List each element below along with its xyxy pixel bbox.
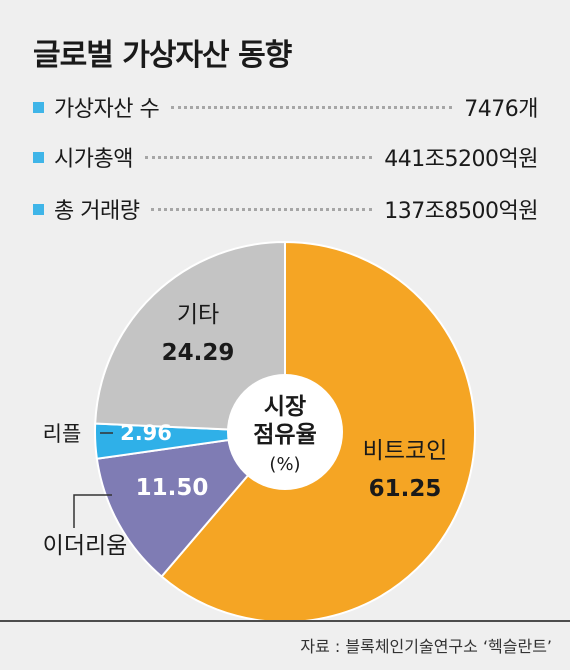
stat-value: 7476개 [464,97,538,122]
slice-label-bitcoin: 비트코인 [363,438,448,464]
square-bullet-icon [33,151,44,163]
square-bullet-icon [33,101,44,113]
donut-hole [227,374,343,490]
slice-label-other: 기타 [177,302,219,328]
source-note: 자료 : 블록체인기술연구소 ‘헥슬란트’ [300,637,552,656]
dotted-leader [171,105,453,109]
slice-4 [94,240,286,434]
dotted-leader [151,207,373,211]
stat-value: 441조5200억원 [384,147,538,172]
page-title: 글로벌 가상자산 동향 [33,38,292,73]
stat-label: 시가총액 [54,147,133,172]
stat-label: 총 거래량 [54,199,140,224]
footer-divider [0,620,570,622]
square-bullet-icon [33,203,44,215]
center-label-unit: (%) [269,454,300,475]
stat-value: 137조8500억원 [384,199,538,224]
stat-row-asset-count: 가상자산 수 7476개 [33,92,538,122]
center-label-line2: 점유율 [253,422,316,448]
dotted-leader [144,155,373,159]
slice-label-ripple: 리플 [43,422,82,446]
stat-row-trade-volume: 총 거래량 137조8500억원 [33,194,538,224]
stat-row-market-cap: 시가총액 441조5200억원 [33,142,538,172]
stat-label: 가상자산 수 [54,97,160,122]
slice-value-ripple: 2.96 [120,421,172,445]
slice-value-bitcoin: 61.25 [369,476,442,502]
slice-2 [95,430,288,578]
slice-value-other: 24.29 [162,340,235,366]
leader-line-ethereum [73,494,112,528]
center-label-line1: 시장 [264,394,306,420]
slice-value-ethereum: 11.50 [136,475,209,501]
slice-label-ethereum: 이더리움 [43,533,128,559]
